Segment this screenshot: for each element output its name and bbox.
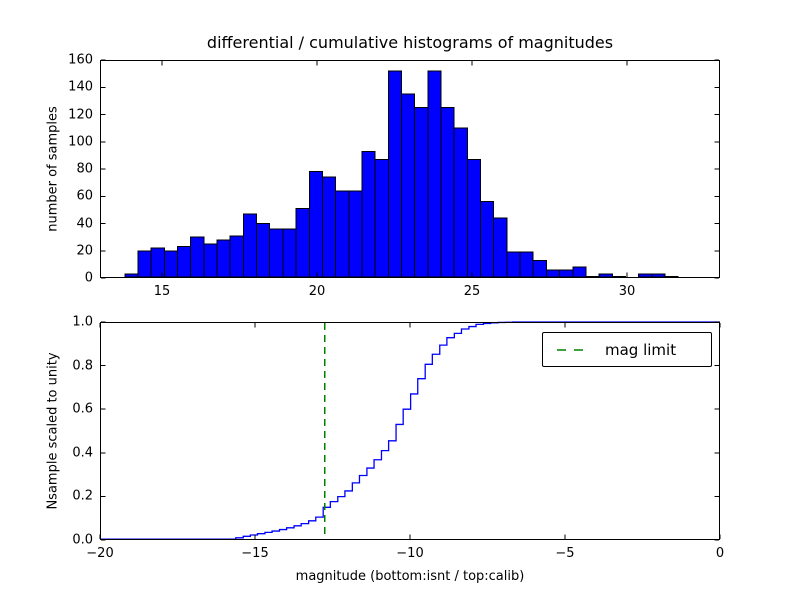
axes-frame <box>100 322 720 540</box>
top-x-tick-label: 30 <box>618 284 636 299</box>
histogram-bar <box>216 239 231 278</box>
histogram-bar <box>400 93 416 278</box>
legend-label: mag limit <box>605 340 677 359</box>
histogram-bar <box>308 171 323 278</box>
top-y-tick-label: 80 <box>76 161 93 177</box>
histogram-bar <box>480 201 495 278</box>
bottom-y-tick-label: 0.0 <box>72 532 93 548</box>
bottom-y-tick-label: 0.6 <box>72 401 93 417</box>
chart-title: differential / cumulative histograms of … <box>206 33 614 52</box>
bottom-y-tick-label: 0.2 <box>72 488 93 504</box>
histogram-bar <box>335 190 350 278</box>
top-histogram-axes <box>100 59 720 279</box>
histogram-bar <box>348 190 363 278</box>
bottom-cumulative-plot <box>99 321 721 541</box>
bottom-y-axis-label: Nsample scaled to unity <box>45 352 61 510</box>
bottom-y-tick-label: 0.8 <box>72 358 93 374</box>
histogram-bar <box>572 266 587 278</box>
top-y-tick-label: 60 <box>76 188 93 204</box>
histogram-bar <box>493 217 508 278</box>
top-y-tick-label: 20 <box>76 243 93 259</box>
histogram-bar <box>453 127 468 278</box>
histogram-bar <box>506 251 521 278</box>
top-x-tick-label: 25 <box>463 284 481 299</box>
cumulative-step-curve <box>100 321 720 540</box>
histogram-bar <box>242 213 258 278</box>
histogram-bar <box>427 70 442 278</box>
top-y-tick-label: 40 <box>76 216 93 231</box>
histogram-bar <box>295 208 310 278</box>
legend-dashed-line-sample <box>557 348 589 351</box>
histogram-bar <box>559 269 574 278</box>
histogram-bar <box>269 228 284 278</box>
bottom-x-tick-label: −10 <box>396 546 424 561</box>
bottom-cumulative-axes <box>99 321 721 541</box>
histogram-bar <box>466 158 482 278</box>
legend: mag limit <box>542 332 712 367</box>
top-y-tick-label: 100 <box>68 134 93 150</box>
axes-frame <box>100 60 720 278</box>
histogram-bar <box>177 246 192 278</box>
histogram-bar <box>374 158 389 278</box>
histogram-bar <box>598 273 613 278</box>
histogram-bar <box>638 273 653 278</box>
histogram-bar <box>414 107 429 278</box>
bottom-y-tick-label: 1.0 <box>72 314 93 330</box>
top-y-tick-label: 120 <box>68 107 93 122</box>
top-x-tick-label: 15 <box>153 284 171 299</box>
histogram-bar <box>387 70 402 278</box>
histogram-bar <box>203 243 218 278</box>
histogram-bar <box>321 176 337 278</box>
top-y-tick-label: 160 <box>68 52 93 68</box>
top-y-axis-label: number of samples <box>45 106 61 232</box>
histogram-bar <box>137 250 152 278</box>
top-y-tick-label: 0 <box>84 270 93 286</box>
histogram-bar <box>124 273 139 278</box>
histogram-bar <box>532 259 547 278</box>
histogram-bar <box>519 251 534 278</box>
histogram-bar <box>361 150 376 278</box>
histogram-bar <box>256 223 271 278</box>
bottom-y-tick-label: 0.4 <box>72 445 93 461</box>
bottom-x-tick-label: −20 <box>86 546 114 561</box>
histogram-bar <box>163 250 178 278</box>
histogram-bar <box>229 235 244 278</box>
histogram-bar <box>545 269 561 278</box>
histogram-bar <box>282 228 297 278</box>
bottom-x-tick-label: 0 <box>715 546 725 561</box>
top-x-tick-label: 20 <box>308 284 326 299</box>
histogram-bar <box>440 107 455 278</box>
x-axis-label: magnitude (bottom:isnt / top:calib) <box>295 569 525 584</box>
bottom-x-tick-label: −15 <box>241 546 269 561</box>
top-histogram-plot <box>100 59 720 279</box>
histogram-bar <box>651 273 666 278</box>
top-y-tick-label: 140 <box>68 79 93 95</box>
histogram-bar <box>190 236 205 278</box>
bottom-x-tick-label: −5 <box>555 546 575 561</box>
